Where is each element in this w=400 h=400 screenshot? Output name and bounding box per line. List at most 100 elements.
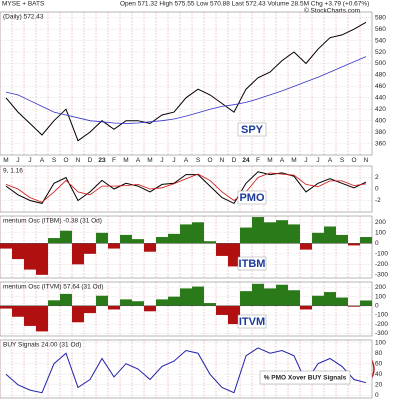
x-tick-label: F [112,157,116,164]
bar [264,288,276,306]
bar [180,224,192,244]
quote-line: Open 571.32 High 575.55 Low 570.88 Last … [120,1,369,8]
x-tick-label: N [220,157,225,164]
y-tick-label: 200 [375,284,386,291]
bar [252,283,264,306]
line [5,21,367,142]
bar [240,291,252,306]
x-tick-label: M [3,157,8,164]
bar [360,237,372,244]
bar [96,295,108,306]
bar [312,232,324,244]
panel-title: ITVM [239,316,265,328]
panel-label: mentum Osc (ITVM) 57.64 (31 Od) [3,284,103,291]
bar [312,295,324,306]
y-tick-label: 100 [375,293,386,300]
y-tick-label: -300 [375,272,388,279]
y-tick-label: -200 [375,261,388,268]
x-tick-label: M [291,157,296,164]
panel-label: mentum Osc (ITBM) -0.38 (31 Od) [3,218,102,225]
y-tick-label: 40 [375,371,383,378]
x-tick-label: N [364,157,369,164]
bar [240,227,252,244]
x-tick-label: J [16,157,19,164]
bar [84,305,96,314]
bar [132,239,144,244]
x-tick-label: O [63,157,68,164]
bar [60,293,72,306]
bar [96,232,108,244]
title-box [237,314,267,329]
bar [132,301,144,306]
bar [144,305,156,312]
title-box [237,122,267,137]
x-tick-label: 24 [242,157,250,164]
bar [156,299,168,306]
bar [180,288,192,306]
y-tick-label: 0 [375,392,379,399]
bar [336,234,348,244]
bar [348,243,360,246]
x-tick-label: O [351,157,356,164]
bar [336,297,348,306]
y-tick-label: 0 [375,186,379,193]
y-tick-label: 0 [375,240,379,247]
line [5,56,367,124]
y-tick-label: 460 [375,83,386,90]
bar [48,238,60,244]
x-tick-label: J [304,157,307,164]
title-box [237,190,267,205]
y-tick-label: -300 [375,330,388,337]
y-tick-label: 440 [375,95,386,102]
line [5,172,367,203]
panel-label: (Daily) 572.43 [3,14,44,21]
x-tick-label: M [147,157,152,164]
bar [108,305,120,310]
bar [84,243,96,254]
x-tick-label: J [316,157,319,164]
y-tick-label: 80 [375,350,383,357]
x-tick-label: J [172,157,175,164]
panel-title: SPY [241,124,264,136]
bar [288,224,300,244]
bar [252,217,264,244]
x-tick-label: A [136,157,141,164]
bar [216,243,228,256]
title-box [237,256,267,271]
bar [276,220,288,244]
bar [72,305,84,323]
bar [0,305,12,309]
bar [108,243,120,249]
bar [360,300,372,306]
bar [192,222,204,244]
bar [60,230,72,244]
y-tick-label: 480 [375,72,386,79]
x-tick-label: S [340,157,345,164]
panel-label: BUY Signals 24.00 (31 Od) [3,342,81,349]
panel-title: ITBM [239,258,266,270]
y-tick-label: 2 [375,174,379,181]
x-tick-label: M [123,157,128,164]
bar [168,233,180,244]
bar [156,237,168,244]
bar [12,243,24,260]
bar [72,243,84,265]
bar [24,305,36,326]
header: MYSE + BATS [2,1,45,8]
bar [324,292,336,306]
bar [216,305,228,315]
bar [24,243,36,270]
y-tick-label: 60 [375,360,383,367]
bar [120,234,132,244]
y-tick-label: 380 [375,129,386,136]
y-tick-label: 420 [375,106,386,113]
y-tick-label: 360 [375,140,386,147]
y-tick-label: 520 [375,49,386,56]
x-tick-label: O [207,157,212,164]
y-tick-label: -200 [375,321,388,328]
title-box [259,370,351,385]
y-tick-label: 560 [375,26,386,33]
bar [204,241,216,244]
bar [276,284,288,306]
line [5,171,367,205]
